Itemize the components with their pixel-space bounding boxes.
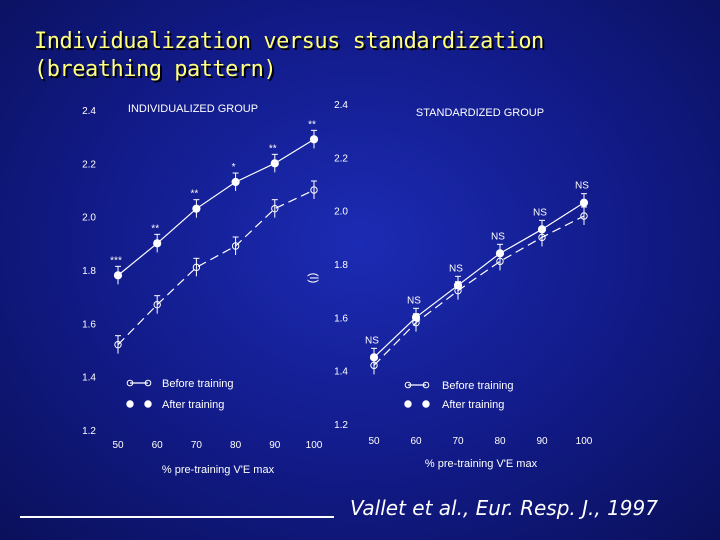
y-tick-label: 2.2 [334,153,348,164]
legend-label: After training [162,399,224,411]
x-tick-label: 70 [452,436,464,447]
x-tick-label: 50 [368,436,380,447]
data-point [369,353,379,362]
series-line-1 [373,215,585,366]
data-point [495,249,505,258]
citation-rule [20,516,334,518]
significance-label: NS [449,263,463,274]
y-tick-label: 1.8 [82,266,96,277]
chart-2: STANDARDIZED GROUP 1.2 1.4 1.6 1.8 2.0 2.2 2.4 5… [307,100,593,470]
legend-marker [144,400,152,408]
data-point [453,281,463,290]
significance-label: ** [308,119,316,130]
y-tick-label: 1.6 [334,313,348,324]
data-point [192,204,201,213]
legend-marker [422,400,430,408]
data-point [310,186,318,194]
significance-label: * [232,162,236,173]
x-axis-title: % pre-training V'E max [162,464,275,476]
data-point [153,300,161,309]
significance-label: NS [533,207,547,218]
citation: Vallet et al., Eur. Resp. J., 1997 [350,496,658,520]
data-point [271,204,279,213]
x-tick-label: 60 [410,436,422,447]
x-tick-label: 100 [576,436,593,447]
y-tick-label: 2.0 [334,207,348,218]
series-line-2 [117,138,315,276]
y-tick-label: 1.4 [82,373,96,384]
legend-marker [404,381,412,389]
y-tick-label: 1.6 [82,319,96,330]
legend-label: Before training [442,380,514,392]
x-tick-label: 70 [191,440,203,451]
data-point [270,159,279,168]
significance-label: NS [365,335,379,346]
data-point [192,263,201,272]
x-tick-label: 90 [536,436,548,447]
y-tick-label: 1.8 [334,260,348,271]
chart-title: STANDARDIZED GROUP [416,107,544,119]
legend-label: After training [442,399,504,411]
x-tick-label: 60 [152,440,164,451]
legend-marker [144,379,152,387]
data-point [231,177,240,187]
slide-title: Individualization versus standardization… [34,28,544,84]
series-line-2 [373,202,585,358]
y-tick-label: 1.2 [334,420,348,431]
significance-label: ** [191,189,199,200]
x-tick-label: 90 [269,440,281,451]
data-point [309,135,319,144]
series-line-1 [117,189,315,346]
significance-label: ** [269,143,277,154]
y-tick-label: 2.2 [82,159,96,170]
significance-label: *** [110,255,122,266]
data-point [231,242,240,250]
data-point [153,239,162,248]
y-tick-label: 2.0 [82,213,96,224]
y-tick-label: 2.4 [334,100,348,111]
data-point [579,198,589,207]
x-tick-label: 100 [306,440,323,451]
significance-label: NS [407,295,421,306]
data-point [113,271,123,280]
chart-title: INDIVIDUALIZED GROUP [128,103,258,115]
y-tick-label: 2.4 [82,106,96,117]
legend-marker [126,379,134,387]
significance-label: NS [575,181,589,192]
data-point [537,225,547,234]
data-point [114,340,122,349]
title-line-1: Individualization versus standardization [34,29,544,54]
x-tick-label: 80 [230,440,242,451]
y-axis-label: (l) [307,273,321,284]
significance-label: NS [491,231,505,242]
y-tick-label: 1.4 [334,367,348,378]
x-tick-label: 80 [494,436,506,447]
title-line-2: (breathing pattern) [34,57,277,82]
chart-1: INDIVIDUALIZED GROUP 1.2 1.4 1.6 1.8 2.0 2.2 2.… [82,103,323,476]
y-tick-label: 1.2 [82,426,96,437]
legend-label: Before training [162,378,234,390]
x-axis-title: % pre-training V'E max [425,458,538,470]
significance-label: ** [151,223,159,234]
data-point [580,212,588,220]
legend-marker [126,400,134,408]
x-tick-label: 50 [112,440,124,451]
data-point [411,313,421,322]
legend-marker [404,400,412,408]
legend-marker [422,381,430,389]
